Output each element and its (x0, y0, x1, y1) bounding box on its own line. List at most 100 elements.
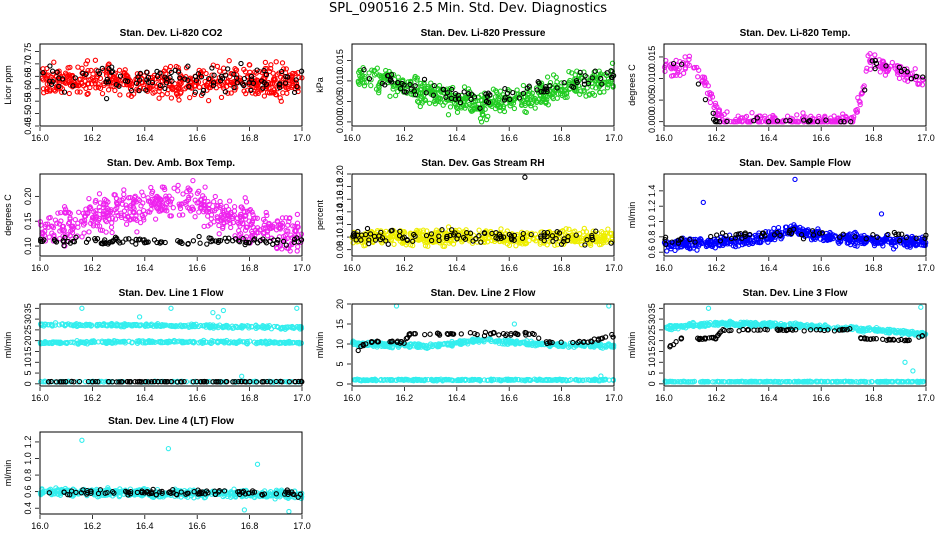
data-point (668, 61, 674, 67)
data-point (511, 321, 518, 327)
data-point (209, 323, 215, 329)
data-point (920, 74, 926, 80)
series-2 (662, 226, 929, 247)
x-tick-label: 16.0 (655, 133, 673, 143)
data-point (714, 112, 721, 118)
data-point (129, 340, 135, 346)
data-point (565, 234, 571, 240)
data-point (460, 103, 467, 109)
data-point (368, 82, 374, 89)
data-point (763, 235, 769, 242)
x-tick-label: 16.0 (343, 133, 361, 143)
data-point (899, 231, 905, 237)
data-point (61, 242, 67, 249)
data-point (71, 239, 78, 245)
data-point (749, 110, 755, 116)
data-point (919, 76, 926, 82)
data-point (682, 66, 688, 72)
data-point (423, 90, 429, 96)
data-point (589, 80, 595, 87)
data-point (95, 68, 101, 74)
data-point (745, 119, 751, 125)
data-point (455, 105, 461, 112)
data-point (902, 77, 908, 83)
data-point (83, 239, 90, 245)
data-point (136, 87, 142, 94)
data-point (171, 185, 177, 191)
data-point (465, 86, 472, 92)
data-point (541, 89, 547, 95)
data-point (230, 238, 236, 244)
data-point (794, 112, 800, 118)
data-point (449, 86, 455, 93)
data-point (148, 206, 154, 213)
data-point (180, 191, 186, 197)
data-point (280, 238, 287, 245)
data-point (542, 232, 548, 238)
data-point (179, 240, 185, 247)
data-point (422, 97, 429, 104)
data-point (117, 339, 123, 345)
data-point (905, 78, 911, 84)
data-point (471, 102, 477, 109)
data-point (387, 77, 393, 84)
data-point (298, 378, 304, 385)
data-point (774, 118, 781, 124)
data-point (358, 74, 364, 81)
data-point (222, 89, 229, 95)
data-point (155, 321, 161, 327)
data-point (92, 57, 99, 63)
data-point (701, 80, 707, 86)
x-tick-label: 16.6 (812, 133, 830, 143)
data-point (202, 78, 208, 85)
data-point (854, 243, 860, 249)
data-point (444, 233, 450, 240)
data-point (563, 226, 569, 232)
data-point (231, 208, 238, 214)
chart-panel-8: Stan. Dev. Line 2 Flow ml/min 16.0 16.2 16.4… (312, 282, 624, 412)
y-tick-label: 0.10 (23, 237, 33, 255)
series-1 (37, 177, 305, 254)
data-point (916, 235, 922, 241)
data-point (187, 94, 193, 101)
data-point (577, 69, 583, 76)
data-point (470, 238, 476, 244)
data-point (75, 64, 81, 70)
plot-frame (351, 173, 615, 257)
chart-title: Stan. Dev. Gas Stream RH (421, 158, 544, 169)
data-point (182, 76, 188, 82)
data-point (507, 96, 513, 103)
data-point (132, 193, 138, 199)
y-axis-label: percent (315, 199, 325, 230)
chart-title: Stan. Dev. Amb. Box Temp. (107, 158, 235, 169)
data-point (83, 71, 89, 77)
data-point (526, 101, 532, 107)
data-point (63, 209, 69, 215)
data-point (411, 88, 417, 94)
data-point (511, 237, 517, 243)
data-point (231, 71, 237, 77)
data-point (833, 118, 839, 124)
data-point (249, 209, 255, 215)
data-point (116, 83, 122, 89)
data-point (195, 71, 202, 77)
data-point (109, 229, 115, 236)
data-point (124, 78, 131, 84)
data-point (72, 216, 78, 223)
data-point (485, 235, 491, 241)
data-point (173, 90, 180, 97)
data-point (125, 214, 132, 220)
data-point (832, 233, 838, 240)
data-point (387, 93, 393, 99)
data-point (61, 89, 68, 95)
data-point (843, 113, 849, 120)
x-tick-label: 16.4 (448, 263, 466, 273)
data-point (242, 236, 249, 242)
data-point (48, 81, 55, 87)
data-point (893, 231, 899, 238)
data-point (588, 242, 594, 248)
y-axis-label: degrees C (627, 64, 637, 106)
data-point (416, 99, 422, 105)
data-point (96, 191, 103, 197)
data-point (904, 234, 910, 240)
